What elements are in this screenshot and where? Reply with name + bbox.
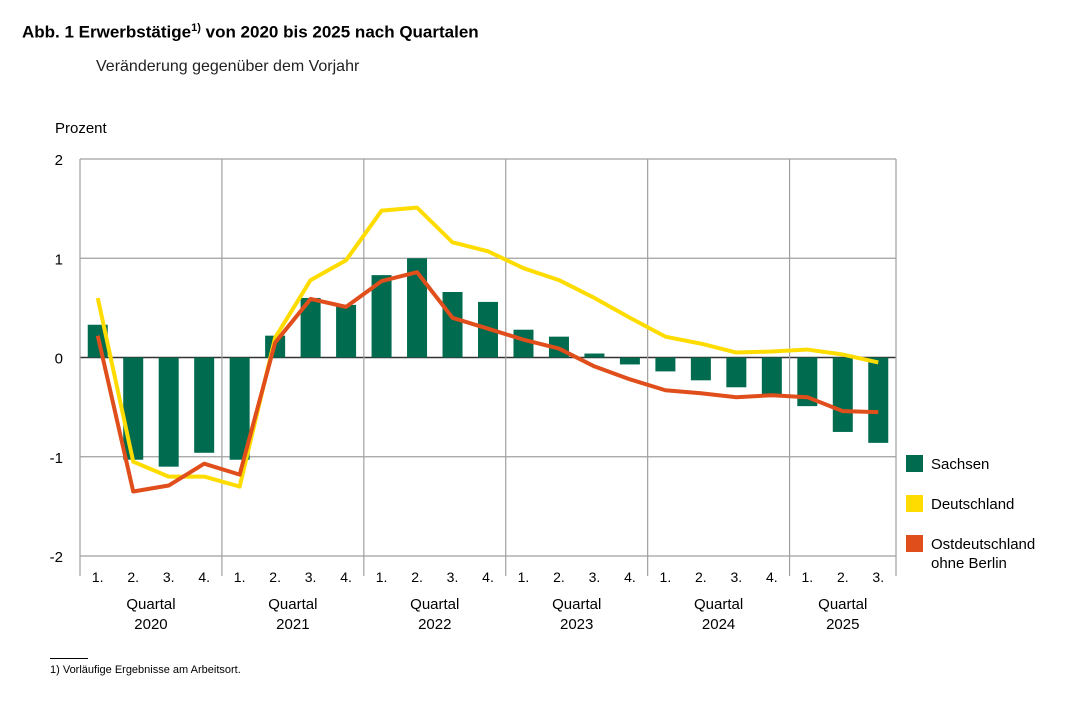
bar-sachsen xyxy=(832,357,853,432)
bar-sachsen xyxy=(194,357,215,453)
x-group-label: Quartal xyxy=(410,596,459,613)
y-tick-label: -1 xyxy=(50,450,63,467)
chart-title: Abb. 1 Erwerbstätige1) von 2020 bis 2025… xyxy=(22,22,479,43)
legend-swatch xyxy=(906,535,923,552)
legend-label: Sachsen xyxy=(931,456,989,473)
x-tick-label: 3. xyxy=(305,569,317,585)
x-tick-label: 2. xyxy=(411,569,423,585)
bar-sachsen xyxy=(442,291,463,358)
x-group-year: 2025 xyxy=(826,616,859,633)
bar-sachsen xyxy=(123,357,144,460)
title-text: Abb. 1 Erwerbstätige xyxy=(22,22,192,42)
line-ostdeutschland-ohne-berlin xyxy=(95,270,879,494)
x-group-label: Quartal xyxy=(818,596,867,613)
x-tick-label: 1. xyxy=(92,569,104,585)
bar-sachsen xyxy=(761,357,782,395)
y-axis-label: Prozent xyxy=(55,120,108,137)
x-tick-label: 1. xyxy=(801,569,813,585)
x-group-label: Quartal xyxy=(268,596,317,613)
y-tick-label: -2 xyxy=(50,549,63,566)
legend-label: ohne Berlin xyxy=(931,555,1007,572)
x-group-year: 2021 xyxy=(276,616,309,633)
bar-sachsen xyxy=(300,297,321,358)
title-text-suffix: von 2020 bis 2025 nach Quartalen xyxy=(200,22,479,42)
x-tick-label: 1. xyxy=(376,569,388,585)
x-group-year: 2020 xyxy=(134,616,167,633)
bar-sachsen xyxy=(726,357,747,388)
bar-sachsen xyxy=(371,275,392,358)
x-tick-label: 2. xyxy=(269,569,281,585)
y-tick-label: 2 xyxy=(55,152,63,169)
x-tick-label: 2. xyxy=(553,569,565,585)
x-tick-label: 3. xyxy=(872,569,884,585)
x-tick-label: 2. xyxy=(127,569,139,585)
x-group-year: 2023 xyxy=(560,616,593,633)
x-tick-label: 4. xyxy=(198,569,210,585)
bar-sachsen xyxy=(336,304,357,358)
legend-label: Ostdeutschland xyxy=(931,536,1035,553)
x-group-label: Quartal xyxy=(552,596,601,613)
x-tick-label: 3. xyxy=(447,569,459,585)
x-tick-label: 3. xyxy=(589,569,601,585)
x-tick-label: 4. xyxy=(624,569,636,585)
x-tick-label: 1. xyxy=(660,569,672,585)
y-tick-label: 1 xyxy=(55,251,63,268)
bar-sachsen xyxy=(655,357,676,372)
x-tick-label: 4. xyxy=(482,569,494,585)
line-deutschland xyxy=(95,205,879,489)
x-group-label: Quartal xyxy=(126,596,175,613)
bar-sachsen xyxy=(158,357,179,467)
legend-swatch xyxy=(906,495,923,512)
bar-sachsen xyxy=(797,357,818,407)
bar-sachsen xyxy=(407,258,428,358)
legend-swatch xyxy=(906,455,923,472)
footnote: 1) Vorläufige Ergebnisse am Arbeitsort. xyxy=(50,664,241,676)
x-group-year: 2022 xyxy=(418,616,451,633)
bar-sachsen xyxy=(584,353,605,358)
x-tick-label: 4. xyxy=(766,569,778,585)
legend-label: Deutschland xyxy=(931,496,1014,513)
bar-sachsen xyxy=(619,357,640,365)
x-tick-label: 2. xyxy=(695,569,707,585)
x-tick-label: 1. xyxy=(234,569,246,585)
x-tick-label: 1. xyxy=(518,569,530,585)
bar-sachsen xyxy=(690,357,711,381)
bar-sachsen xyxy=(868,357,889,443)
x-group-year: 2024 xyxy=(702,616,735,633)
bar-sachsen xyxy=(229,357,250,460)
x-tick-label: 2. xyxy=(837,569,849,585)
footnote-divider xyxy=(50,658,88,659)
chart-subtitle: Veränderung gegenüber dem Vorjahr xyxy=(96,58,360,75)
x-tick-label: 4. xyxy=(340,569,352,585)
x-group-label: Quartal xyxy=(694,596,743,613)
x-tick-label: 3. xyxy=(731,569,743,585)
title-footnote-mark: 1) xyxy=(191,22,201,34)
x-tick-label: 3. xyxy=(163,569,175,585)
bar-sachsen xyxy=(513,329,534,358)
y-tick-label: 0 xyxy=(55,351,63,368)
